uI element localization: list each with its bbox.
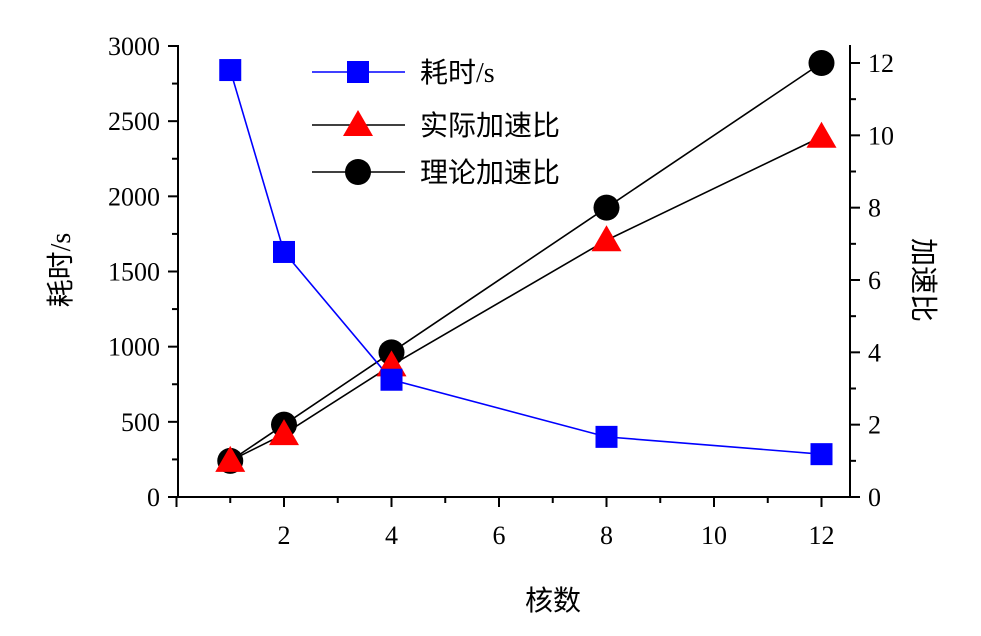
y-left-tick-label: 2500 bbox=[108, 107, 160, 136]
x-tick-label: 2 bbox=[278, 521, 291, 550]
axes: 0 500 1000 1500 2000 2500 3000 0 2 4 6 8 10 12 2 4 6 8 10 1… bbox=[108, 32, 894, 550]
legend-marker-square bbox=[347, 61, 369, 83]
legend-label: 耗时/s bbox=[420, 57, 495, 89]
data-point-circle bbox=[593, 194, 620, 221]
legend-marker-triangle bbox=[343, 110, 373, 136]
data-point-square bbox=[273, 240, 295, 263]
y-right-tick-label: 6 bbox=[868, 266, 881, 295]
x-tick-label: 4 bbox=[385, 521, 398, 550]
y-right-tick-label: 8 bbox=[868, 194, 881, 223]
data-point-square bbox=[595, 425, 618, 448]
legend-label: 理论加速比 bbox=[420, 157, 560, 189]
x-tick-label: 10 bbox=[701, 521, 727, 550]
x-tick-label: 12 bbox=[809, 521, 835, 550]
x-axis-title: 核数 bbox=[525, 585, 581, 617]
y-left-tick-label: 1000 bbox=[108, 333, 160, 362]
data-point-triangle bbox=[806, 121, 837, 148]
y-left-tick-label: 2000 bbox=[108, 182, 160, 211]
y-right-tick-label: 2 bbox=[868, 411, 881, 440]
y-left-axis-title: 耗时/s bbox=[45, 233, 77, 308]
series-layer bbox=[215, 50, 837, 474]
data-point-square bbox=[219, 59, 242, 82]
y-left-tick-label: 500 bbox=[121, 408, 160, 437]
y-left-tick-label: 0 bbox=[147, 483, 160, 512]
y-left-tick-label: 1500 bbox=[108, 258, 160, 287]
data-point-square bbox=[810, 443, 833, 466]
y-right-tick-label: 4 bbox=[868, 338, 881, 367]
data-point-triangle bbox=[591, 225, 622, 252]
y-right-tick-label: 0 bbox=[868, 483, 881, 512]
y-right-tick-label: 10 bbox=[868, 121, 894, 150]
y-left-tick-label: 3000 bbox=[108, 32, 160, 61]
y-right-tick-label: 12 bbox=[868, 49, 894, 78]
x-tick-label: 8 bbox=[600, 521, 613, 550]
data-point-square bbox=[380, 368, 403, 391]
legend-marker-circle bbox=[345, 159, 371, 185]
legend-label: 实际加速比 bbox=[420, 110, 560, 142]
y-right-axis-title: 加速比 bbox=[907, 238, 939, 322]
x-tick-label: 6 bbox=[493, 521, 506, 550]
data-point-triangle bbox=[269, 419, 299, 446]
data-point-circle bbox=[808, 50, 835, 76]
data-point-triangle bbox=[215, 445, 246, 472]
